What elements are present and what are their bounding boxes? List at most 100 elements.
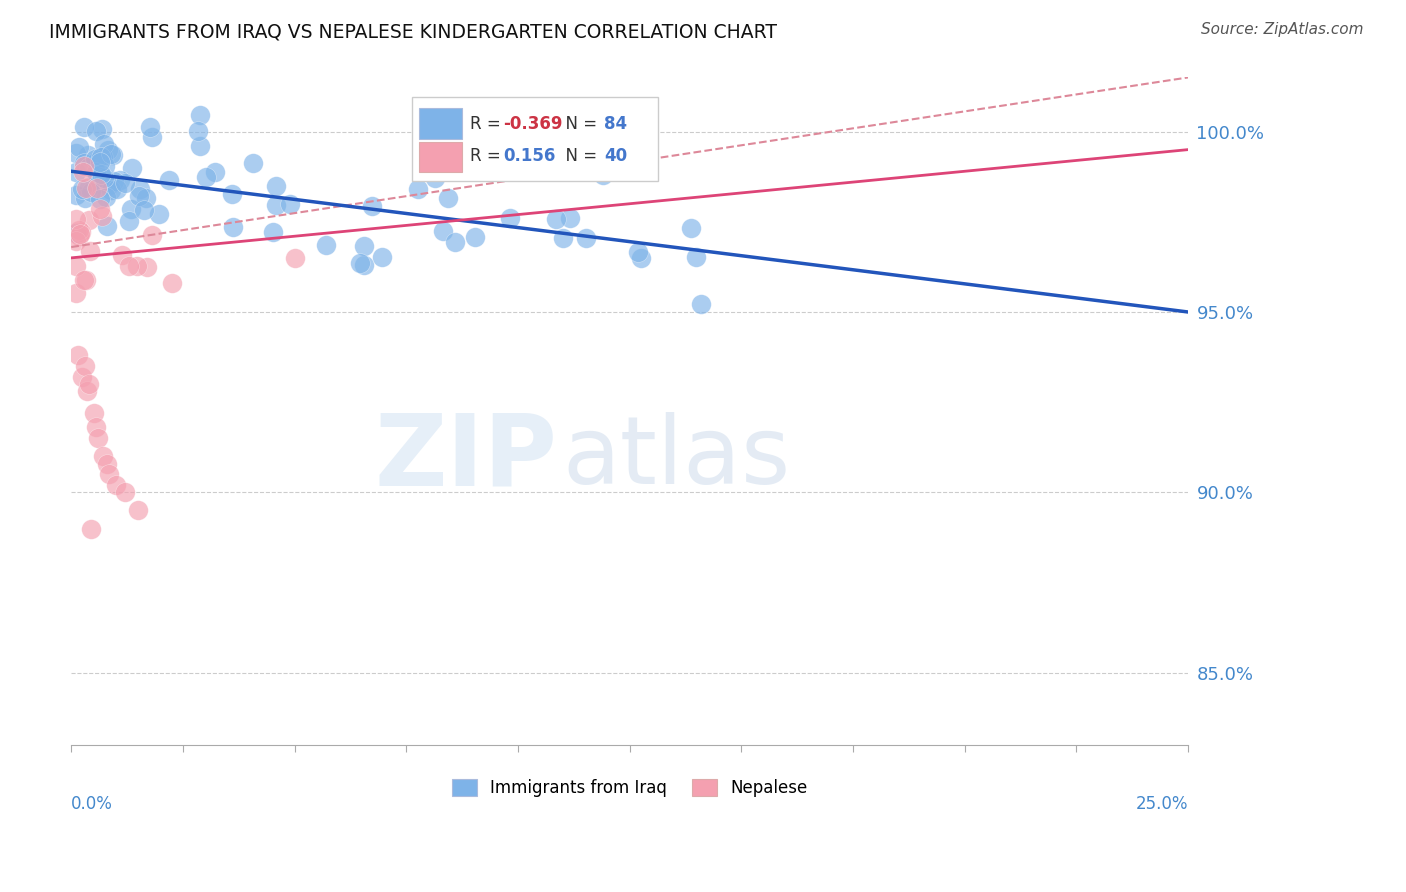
Point xyxy=(128,189,150,203)
Point xyxy=(160,276,183,290)
Point xyxy=(84,154,107,169)
Point xyxy=(114,485,136,500)
Point xyxy=(141,129,163,144)
Text: R =: R = xyxy=(470,147,512,165)
Point xyxy=(118,214,141,228)
Text: atlas: atlas xyxy=(562,412,792,504)
Point xyxy=(195,170,218,185)
Point xyxy=(83,152,105,166)
Point xyxy=(67,222,90,236)
Point xyxy=(65,226,87,240)
Point xyxy=(93,170,115,185)
Point xyxy=(89,155,111,169)
Point xyxy=(97,178,120,192)
Point xyxy=(69,227,91,241)
Point xyxy=(77,148,100,162)
Point xyxy=(98,467,121,482)
Text: Source: ZipAtlas.com: Source: ZipAtlas.com xyxy=(1201,22,1364,37)
Point xyxy=(127,503,149,517)
Point xyxy=(558,211,581,225)
Point xyxy=(76,384,98,399)
Point xyxy=(100,183,122,197)
Point xyxy=(575,231,598,245)
Text: R =: R = xyxy=(470,114,506,133)
Text: 25.0%: 25.0% xyxy=(1136,795,1188,814)
Point xyxy=(77,160,100,174)
Point xyxy=(685,251,707,265)
Text: 40: 40 xyxy=(605,147,627,165)
Point xyxy=(127,259,149,273)
Point xyxy=(89,192,111,206)
Point xyxy=(101,148,124,162)
Point xyxy=(91,122,114,136)
Point xyxy=(679,220,702,235)
Point xyxy=(284,251,307,265)
Point xyxy=(72,165,94,179)
Point xyxy=(75,191,97,205)
Point xyxy=(242,155,264,169)
Point xyxy=(188,108,211,122)
Point xyxy=(592,168,614,182)
Point xyxy=(110,173,132,187)
Point xyxy=(353,239,375,253)
Point xyxy=(626,244,648,259)
Point xyxy=(79,213,101,227)
Point xyxy=(97,143,120,157)
Point xyxy=(187,124,209,138)
Point xyxy=(546,211,568,226)
Point xyxy=(65,285,87,300)
Point xyxy=(65,165,87,179)
Point xyxy=(83,406,105,420)
Point xyxy=(72,156,94,170)
Point xyxy=(89,202,111,216)
Point xyxy=(444,235,467,249)
Text: 0.156: 0.156 xyxy=(503,147,555,165)
Point xyxy=(80,185,103,199)
Point xyxy=(188,139,211,153)
Point xyxy=(551,231,574,245)
Point xyxy=(114,176,136,190)
Point xyxy=(93,136,115,151)
Text: IMMIGRANTS FROM IRAQ VS NEPALESE KINDERGARTEN CORRELATION CHART: IMMIGRANTS FROM IRAQ VS NEPALESE KINDERG… xyxy=(49,22,778,41)
Point xyxy=(87,431,110,445)
Text: 84: 84 xyxy=(605,114,627,133)
Point xyxy=(93,149,115,163)
Point xyxy=(141,227,163,242)
Point xyxy=(94,190,117,204)
Point xyxy=(72,370,94,384)
Point xyxy=(371,251,394,265)
Point xyxy=(96,219,118,233)
FancyBboxPatch shape xyxy=(419,108,463,139)
Point xyxy=(432,224,454,238)
Point xyxy=(75,181,97,195)
Point xyxy=(118,259,141,273)
Point xyxy=(84,124,107,138)
Text: 0.0%: 0.0% xyxy=(72,795,112,814)
Point xyxy=(630,251,652,265)
Point xyxy=(65,211,87,226)
Point xyxy=(690,297,713,311)
Point xyxy=(77,377,100,392)
Point xyxy=(73,120,96,134)
Point xyxy=(96,457,118,471)
FancyBboxPatch shape xyxy=(412,97,658,181)
Point xyxy=(80,522,103,536)
Point xyxy=(73,359,96,373)
Point xyxy=(90,150,112,164)
Text: N =: N = xyxy=(555,114,602,133)
Point xyxy=(69,225,91,239)
Point xyxy=(315,238,337,252)
Point xyxy=(91,450,114,464)
Text: N =: N = xyxy=(555,147,602,165)
Point xyxy=(65,187,87,202)
Point xyxy=(65,259,87,273)
Point xyxy=(121,161,143,175)
Point xyxy=(135,191,157,205)
Point xyxy=(84,164,107,178)
Point xyxy=(79,244,101,258)
Point xyxy=(75,273,97,287)
Point xyxy=(353,258,375,272)
Point xyxy=(120,202,142,217)
Point xyxy=(100,146,122,161)
Point xyxy=(72,273,94,287)
